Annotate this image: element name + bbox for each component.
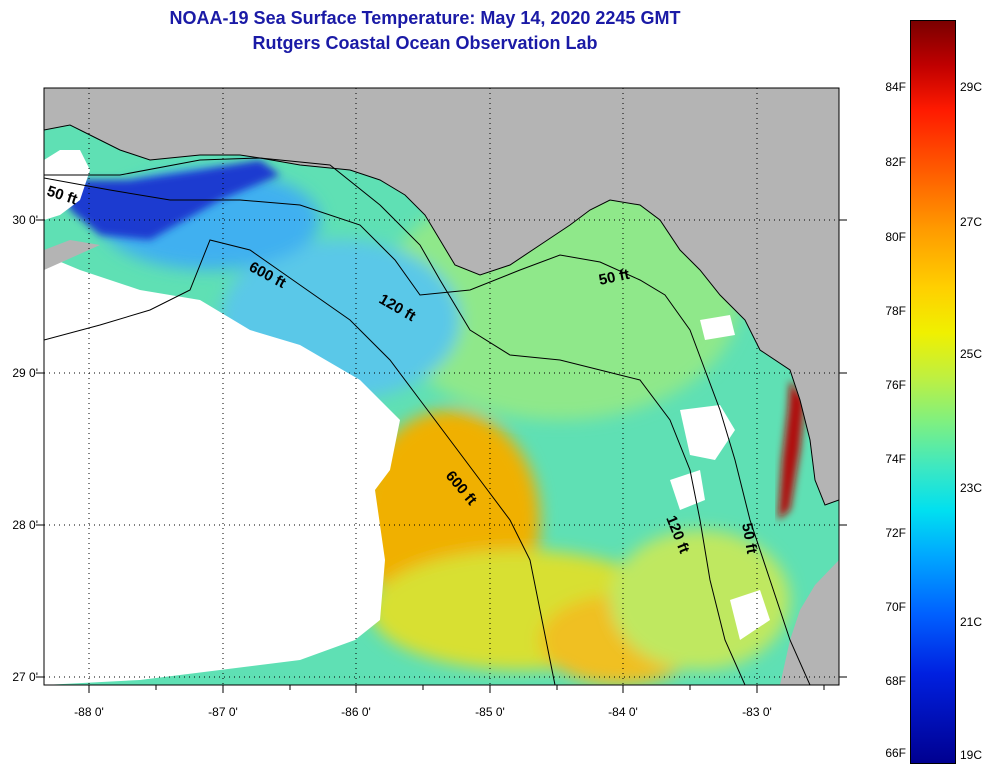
colorbar-c-label: 25C	[960, 347, 983, 361]
cloud-patch	[680, 405, 735, 460]
cloud-patch	[730, 590, 770, 640]
land-delta	[44, 240, 100, 270]
map-title: NOAA-19 Sea Surface Temperature: May 14,…	[169, 8, 681, 28]
lon-label: -86 0'	[341, 705, 371, 719]
colorbar-f-label: 80F	[885, 230, 906, 244]
lon-label: -88 0'	[74, 705, 104, 719]
colorbar-c-label: 23C	[960, 481, 983, 495]
map-subtitle: Rutgers Coastal Ocean Observation Lab	[252, 33, 598, 53]
lon-label: -87 0'	[208, 705, 238, 719]
lat-label: 28 0'	[12, 518, 38, 532]
colorbar-f-label: 78F	[885, 304, 906, 318]
isobath-600ft	[44, 239, 556, 685]
lon-label: -84 0'	[608, 705, 638, 719]
colorbar-f-label: 74F	[885, 452, 906, 466]
colorbar-f-label: 84F	[885, 80, 906, 94]
colorbar-f-label: 70F	[885, 600, 906, 614]
axis-ticks	[36, 219, 847, 693]
lat-label: 29 0'	[12, 366, 38, 380]
cloud-patch	[700, 315, 735, 340]
colorbar-f-label: 72F	[885, 526, 906, 540]
colorbar-c-label: 19C	[960, 748, 983, 762]
lon-label: -85 0'	[475, 705, 505, 719]
colorbar-c-label: 21C	[960, 615, 983, 629]
contour-label: 50 ft	[597, 266, 631, 289]
land-mass	[44, 88, 839, 505]
colorbar-f-label: 82F	[885, 155, 906, 169]
contour-label: 50 ft	[738, 522, 760, 555]
lat-label: 30 0'	[12, 213, 38, 227]
land-mass-south	[780, 560, 839, 685]
map-frame	[43, 87, 840, 686]
isobath-120ft	[44, 157, 746, 685]
temperature-colorbar	[910, 20, 956, 764]
lat-label: 27 0'	[12, 670, 38, 684]
colorbar-c-label: 27C	[960, 215, 983, 229]
colorbar-f-label: 76F	[885, 378, 906, 392]
colorbar-f-label: 66F	[885, 746, 906, 760]
no-data-region-west	[44, 150, 90, 220]
coastline	[44, 124, 839, 506]
colorbar-c-label: 29C	[960, 80, 983, 94]
lon-label: -83 0'	[742, 705, 772, 719]
colorbar-f-label: 68F	[885, 674, 906, 688]
no-data-region	[44, 255, 400, 685]
warm-coastal-strip	[778, 380, 805, 520]
isobath-50ft	[44, 177, 811, 685]
